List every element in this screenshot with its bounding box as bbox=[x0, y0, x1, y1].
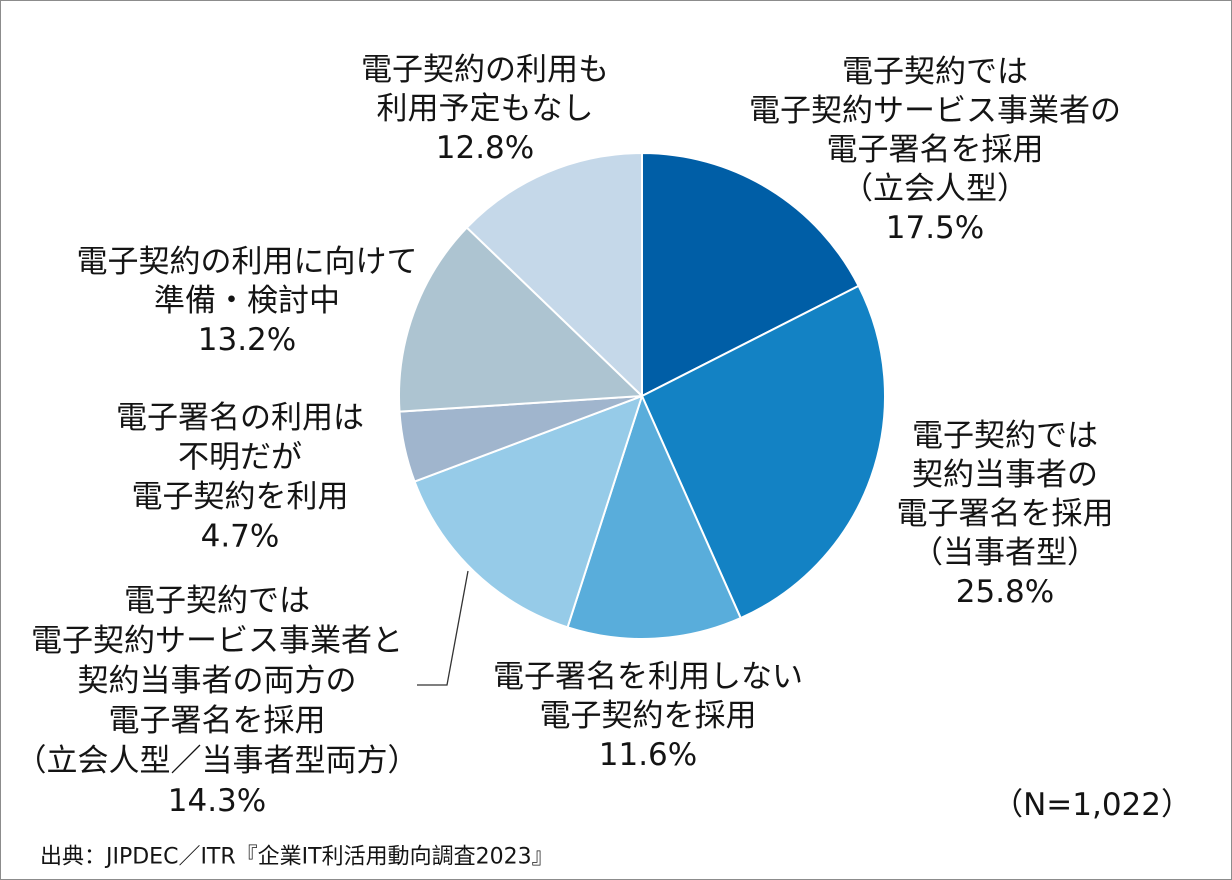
slice-value-label: 13.2% bbox=[198, 322, 296, 358]
slice-label-line: 契約当事者の bbox=[912, 457, 1098, 493]
slice-label-line: 電子署名を採用 bbox=[109, 703, 326, 739]
slice-value-label: 11.6% bbox=[599, 737, 697, 773]
slice-label-line: 電子契約を利用 bbox=[132, 479, 349, 515]
sample-size-note: （N=1,022） bbox=[992, 787, 1192, 823]
slice-label-line: 電子契約では bbox=[124, 583, 310, 619]
slice-value-label: 12.8% bbox=[436, 130, 534, 166]
slice-value-label: 14.3% bbox=[168, 783, 266, 819]
slice-label-line: 電子契約では bbox=[912, 418, 1098, 454]
slice-label-line: （立会人型／当事者型両方） bbox=[16, 743, 419, 779]
slice-label-line: 電子契約サービス事業者の bbox=[749, 93, 1121, 129]
slice-label-line: 電子署名を利用しない bbox=[493, 659, 803, 695]
slice-value-label: 17.5% bbox=[886, 210, 984, 246]
pie-slice bbox=[566, 395, 742, 640]
slice-value-label: 4.7% bbox=[201, 519, 280, 555]
slice-label-line: 電子署名の利用は bbox=[116, 400, 364, 436]
pie-slice bbox=[465, 152, 643, 397]
slice-label-line: 電子契約の利用も bbox=[361, 52, 609, 88]
slice-labels: 電子契約では電子契約サービス事業者の電子署名を採用（立会人型）17.5%電子契約… bbox=[16, 52, 1122, 819]
slice-label-line: 利用予定もなし bbox=[377, 91, 594, 127]
slice-label-line: 準備・検討中 bbox=[154, 283, 340, 319]
slice-label-line: 不明だが bbox=[178, 440, 302, 476]
pie-slice bbox=[413, 395, 643, 629]
slice-label-line: 電子署名を採用 bbox=[897, 496, 1114, 532]
slice-label-line: 電子契約では bbox=[842, 54, 1028, 90]
slice-value-label: 25.8% bbox=[956, 574, 1054, 610]
slice-label-line: （当事者型） bbox=[912, 535, 1098, 571]
pie-slice bbox=[641, 284, 886, 620]
slice-label-line: 契約当事者の両方の bbox=[78, 663, 357, 699]
pie-slice bbox=[398, 226, 643, 413]
slice-label-line: 電子契約の利用に向けて bbox=[77, 244, 418, 280]
leader-line bbox=[417, 570, 469, 686]
source-note: 出典：JIPDEC／ITR『企業IT利活用動向調査2023』 bbox=[40, 845, 554, 870]
slice-label-line: （立会人型） bbox=[842, 171, 1028, 207]
slice-label-line: 電子契約を採用 bbox=[540, 698, 757, 734]
slice-label-line: 電子署名を採用 bbox=[827, 132, 1044, 168]
pie-slice bbox=[641, 152, 860, 397]
slice-label-line: 電子契約サービス事業者と bbox=[31, 623, 403, 659]
pie-slices bbox=[398, 152, 886, 640]
